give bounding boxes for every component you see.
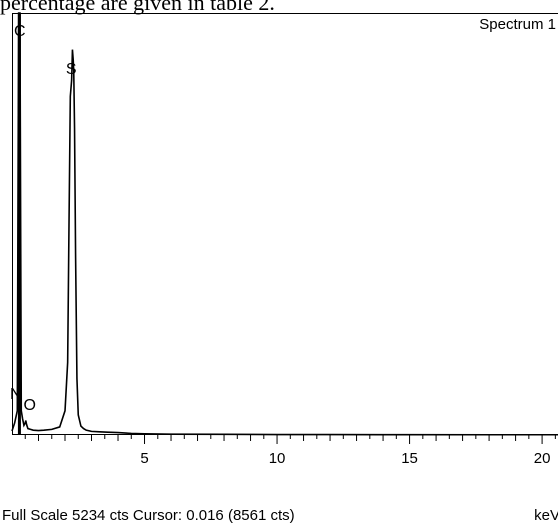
x-axis-label: keV [534, 507, 558, 524]
chart-title: Spectrum 1 [479, 16, 556, 33]
x-tick-label: 5 [140, 450, 148, 467]
peak-label-n: N [10, 386, 22, 403]
peak-label-o: O [24, 397, 36, 414]
x-tick-label: 15 [401, 450, 418, 467]
caption-fragment: percentage are given in table 2. [0, 0, 275, 15]
spectrum-line-0 [11, 12, 558, 436]
full-scale-cursor-readout: Full Scale 5234 cts Cursor: 0.016 (8561 … [2, 507, 295, 524]
x-tick-label: 10 [269, 450, 286, 467]
x-tick-label: 20 [534, 450, 551, 467]
peak-label-c: C [14, 23, 26, 40]
peak-label-s: S [66, 61, 77, 78]
